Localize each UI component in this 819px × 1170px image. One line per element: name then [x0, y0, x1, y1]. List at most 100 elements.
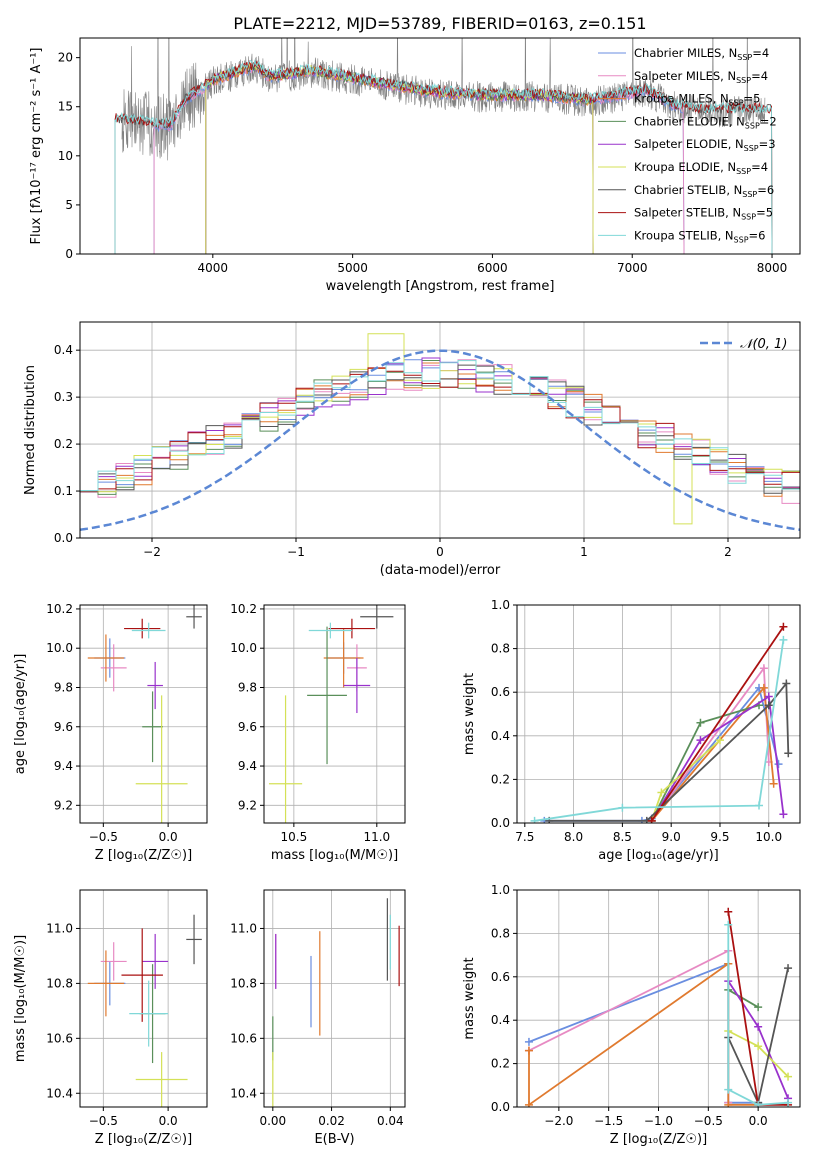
residuals-xtick-label: −2: [143, 545, 161, 559]
mass-age-panel: 10.5 11.0 9.2 9.4 9.6 9.8 10.0 10.2 mass [log₁₀(…: [230, 602, 406, 863]
age-weight-marker: [774, 760, 783, 769]
z-age-point-7: [186, 605, 202, 629]
z-mass-ytick-label: 10.4: [46, 1086, 73, 1100]
age-weight-series-2: [650, 665, 770, 822]
legend-label-2: Salpeter MILES, NSSP=4: [634, 69, 768, 85]
z-weight-ytick-label: 1.0: [491, 883, 510, 897]
z-age-xtick-label: −0.5: [89, 830, 118, 844]
spectrum-xtick-label: 4000: [198, 261, 229, 275]
z-weight-xtick-label: −0.5: [694, 1114, 723, 1128]
z-age-ytick-label: 10.2: [46, 602, 73, 616]
z-mass-point-2: [100, 942, 127, 981]
z-mass-point-7: [186, 914, 202, 965]
age-weight-marker: [696, 736, 705, 745]
mass-age-point-3: [323, 628, 364, 688]
spectrum-legend: Chabrier MILES, NSSP=4 Salpeter MILES, NS…: [598, 46, 777, 244]
z-weight-marker: [784, 1072, 793, 1081]
age-weight-marker: [530, 816, 539, 823]
z-age-ytick-label: 10.0: [46, 641, 73, 655]
z-weight-marker: [724, 907, 733, 916]
spectrum-xtick-label: 8000: [757, 261, 788, 275]
mass-age-ytick-label: 9.2: [238, 798, 257, 812]
age-weight-xtick-label: 7.5: [515, 830, 534, 844]
mass-age-xtick-label: 11.0: [363, 830, 390, 844]
mass-age-ytick-label: 9.6: [238, 720, 257, 734]
residuals-ytick-label: 0.3: [54, 390, 73, 404]
age-weight-ytick-label: 0.0: [491, 816, 510, 830]
age-weight-ytick-label: 1.0: [491, 598, 510, 612]
age-weight-series-3: [651, 685, 775, 822]
spectrum-model-line-7: [114, 59, 773, 254]
z-weight-marker: [784, 1098, 793, 1107]
age-weight-marker: [759, 664, 768, 673]
spectrum-ytick-label: 0: [65, 247, 73, 261]
ebv-mass-panel: 0.00 0.02 0.04 10.4 10.6 10.8 11.0 E(B-V): [230, 889, 406, 1147]
z-mass-xtick-label: −0.5: [89, 1114, 118, 1128]
legend-label-4: Chabrier ELODIE, NSSP=2: [634, 114, 777, 130]
z-age-point-6: [135, 695, 188, 823]
z-age-panel: −0.5 0.0 9.2 9.4 9.6 9.8 10.0 10.2 Z [log₁₀(Z/Z☉…: [13, 602, 208, 863]
spectrum-plot-area: [114, 38, 773, 254]
z-weight-series-4: [727, 989, 759, 1008]
spectrum-observed-line: [121, 38, 766, 161]
age-weight-ytick-label: 0.4: [491, 729, 510, 743]
age-weight-marker: [782, 679, 791, 688]
z-weight-xtick-label: −2.0: [544, 1114, 573, 1128]
age-weight-marker: [769, 779, 778, 788]
age-weight-series-4: [650, 704, 760, 822]
age-weight-marker: [779, 635, 788, 644]
z-weight-panel: −2.0 −1.5 −1.0 −0.5 0.0 0.0 0.2 0.4 0.6 0.8 1.0 Z […: [462, 883, 801, 1147]
gaussian-reference-curve: [80, 349, 800, 532]
ebv-mass-ytick-label: 11.0: [230, 921, 257, 935]
z-weight-marker: [784, 964, 793, 973]
z-mass-ytick-label: 10.6: [46, 1031, 73, 1045]
z-mass-point-3: [87, 950, 125, 1017]
ebv-mass-plot-area: [272, 898, 400, 1107]
residual-histogram-7: [80, 364, 800, 494]
z-age-plot-area: [87, 605, 202, 823]
z-weight-marker: [524, 1100, 533, 1107]
mass-age-point-4: [307, 626, 347, 765]
residuals-xtick-label: −1: [287, 545, 305, 559]
z-mass-plot-area: [87, 914, 202, 1107]
ebv-mass-xtick-label: 0.04: [377, 1114, 404, 1128]
residuals-ytick-label: 0.0: [54, 531, 73, 545]
age-weight-ytick-label: 0.2: [491, 772, 510, 786]
z-weight-marker: [724, 920, 733, 929]
mass-age-point-8: [328, 618, 376, 639]
spectrum-ytick-label: 10: [58, 149, 73, 163]
z-age-point-8: [124, 618, 161, 639]
residual-histogram-8: [80, 367, 800, 492]
residuals-ylabel: Normed distribution: [23, 365, 38, 495]
z-weight-ylabel: mass weight: [462, 957, 477, 1039]
mass-age-ytick-label: 10.2: [230, 602, 257, 616]
z-age-ytick-label: 9.8: [54, 680, 73, 694]
z-age-ytick-label: 9.4: [54, 759, 73, 773]
z-weight-xlabel: Z [log₁₀(Z/Z☉)]: [610, 1132, 707, 1147]
age-weight-xtick-label: 9.5: [710, 830, 729, 844]
age-weight-xtick-label: 8.5: [613, 830, 632, 844]
z-weight-series-9: [727, 924, 789, 1106]
spectrum-ylabel: Flux [fλ10⁻¹⁷ erg cm⁻² s⁻¹ A⁻¹]: [29, 48, 44, 245]
z-age-point-2: [100, 644, 127, 692]
z-weight-ytick-label: 0.8: [491, 926, 510, 940]
mass-age-plot-area: [268, 605, 394, 823]
spectrum-frame: [79, 37, 801, 255]
age-weight-marker: [764, 692, 773, 701]
ebv-mass-frame: [263, 889, 406, 1108]
z-weight-marker: [754, 1022, 763, 1031]
age-weight-marker: [618, 803, 627, 812]
residuals-ytick-label: 0.4: [54, 343, 73, 357]
spectrum-xtick-label: 5000: [337, 261, 368, 275]
residuals-xtick-label: 2: [724, 545, 732, 559]
z-weight-marker: [754, 1003, 763, 1012]
spectrum-ytick-label: 20: [58, 51, 73, 65]
z-weight-xtick-label: −1.5: [594, 1114, 623, 1128]
z-age-point-4: [142, 691, 163, 763]
z-age-ytick-label: 9.2: [54, 798, 73, 812]
mass-age-point-9: [308, 622, 352, 639]
ebv-mass-xtick-label: 0.02: [318, 1114, 345, 1128]
residuals-ytick-label: 0.2: [54, 437, 73, 451]
z-age-point-5: [147, 661, 163, 710]
spectrum-model-line-9: [114, 59, 773, 254]
